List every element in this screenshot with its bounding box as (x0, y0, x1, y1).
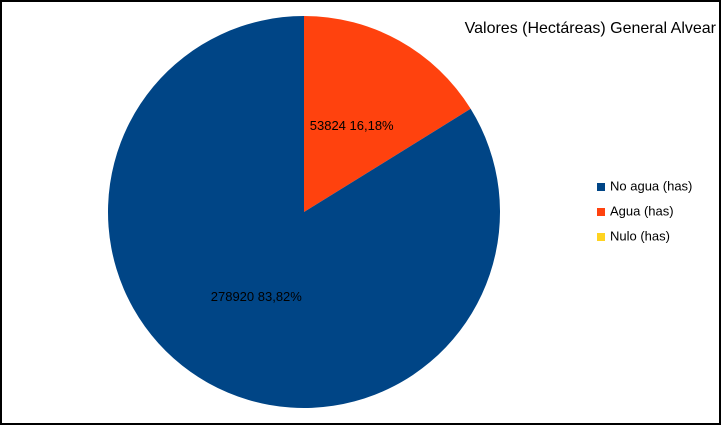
data-label: 53824 16,18% (310, 118, 394, 133)
pie-slice (304, 16, 471, 212)
legend-label: No agua (has) (610, 178, 692, 193)
legend-swatch (597, 183, 605, 191)
legend-swatch (597, 233, 605, 241)
data-label: 278920 83,82% (211, 289, 303, 304)
legend-label: Nulo (has) (610, 228, 670, 243)
legend-swatch (597, 208, 605, 216)
chart-title: Valores (Hectáreas) General Alvear (465, 20, 717, 37)
legend-label: Agua (has) (610, 203, 674, 218)
pie-slice (107, 16, 501, 408)
